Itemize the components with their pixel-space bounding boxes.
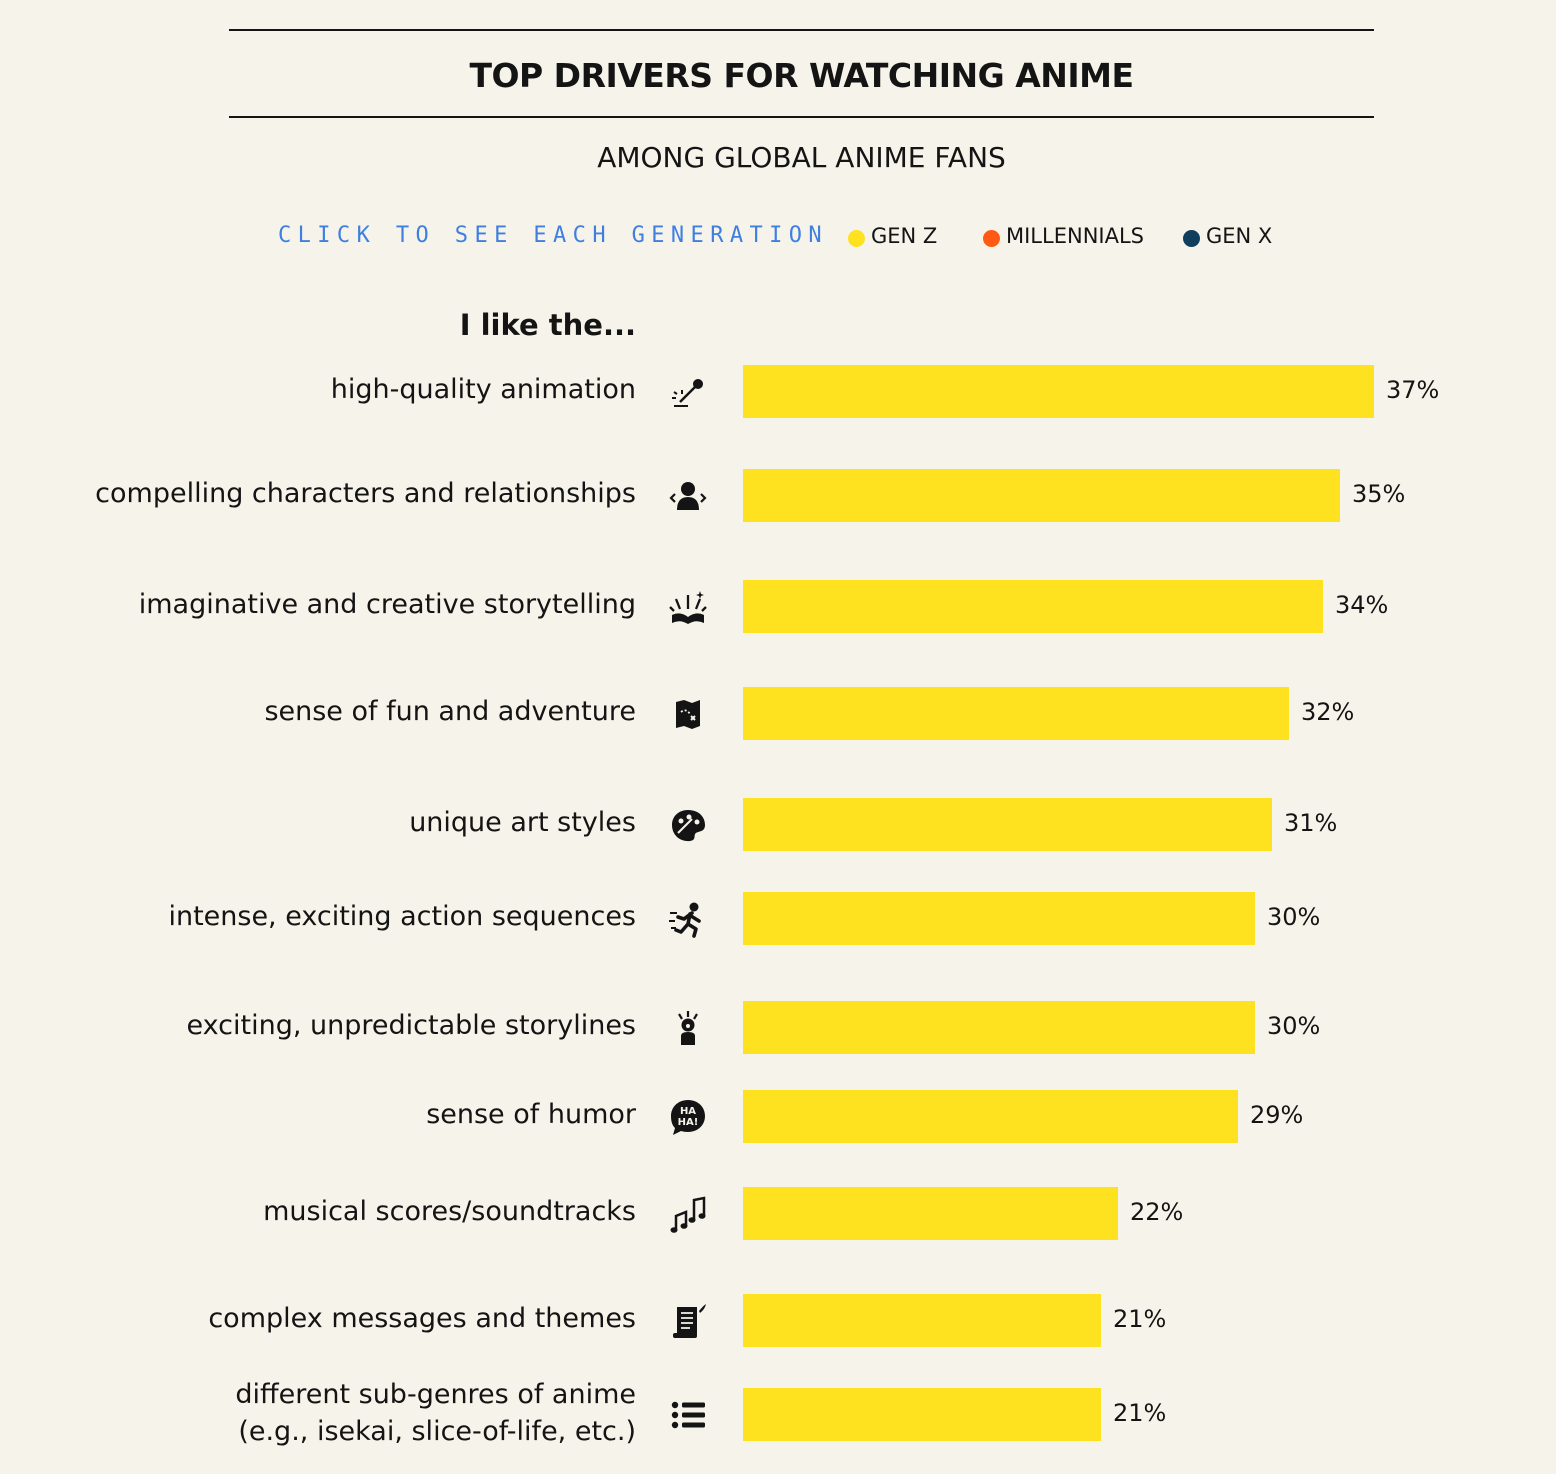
category-label: sense of fun and adventure xyxy=(264,696,636,727)
legend-instruction[interactable]: CLICK TO SEE EACH GENERATION xyxy=(278,223,829,248)
data-label: 21% xyxy=(1113,1398,1167,1427)
category-label: compelling characters and relationships xyxy=(95,478,636,509)
surprised-figure-icon xyxy=(668,1008,708,1048)
legend-dot-gen-x xyxy=(1183,229,1200,247)
bar[interactable] xyxy=(743,892,1255,945)
legend-item-gen-z[interactable]: GEN Z xyxy=(848,222,937,250)
category-label: different sub-genres of anime (e.g., isek… xyxy=(235,1378,636,1447)
svg-text:HA: HA xyxy=(680,1106,696,1117)
data-label: 34% xyxy=(1335,590,1389,619)
bar[interactable] xyxy=(743,365,1374,418)
category-label: unique art styles xyxy=(409,807,636,838)
category-label: complex messages and themes xyxy=(208,1303,636,1334)
open-book-sparkle-icon xyxy=(668,587,708,627)
category-label: intense, exciting action sequences xyxy=(168,901,636,932)
data-label: 35% xyxy=(1352,479,1406,508)
bar[interactable] xyxy=(743,1001,1255,1054)
category-label: sense of humor xyxy=(426,1099,636,1130)
bar[interactable] xyxy=(743,1294,1101,1347)
data-label: 30% xyxy=(1267,902,1321,931)
data-label: 31% xyxy=(1284,808,1338,837)
bar[interactable] xyxy=(743,469,1340,522)
bar[interactable] xyxy=(743,1187,1118,1240)
paint-palette-icon xyxy=(668,805,708,845)
title-rule-bottom xyxy=(229,116,1374,118)
legend-label-gen-z: GEN Z xyxy=(871,224,938,248)
running-figure-icon xyxy=(668,899,708,939)
legend-label-millennials: MILLENNIALS xyxy=(1006,224,1144,248)
bar[interactable] xyxy=(743,1388,1101,1441)
category-label: high-quality animation xyxy=(330,374,636,405)
category-label: exciting, unpredictable storylines xyxy=(186,1010,636,1041)
person-relationship-icon xyxy=(668,476,708,516)
category-label: musical scores/soundtracks xyxy=(263,1196,636,1227)
svg-text:HA!: HA! xyxy=(678,1117,699,1128)
legend-label-gen-x: GEN X xyxy=(1206,224,1273,248)
magic-wand-icon xyxy=(668,372,708,412)
data-label: 37% xyxy=(1386,375,1440,404)
data-label: 21% xyxy=(1113,1304,1167,1333)
bar[interactable] xyxy=(743,1090,1238,1143)
scroll-quill-icon xyxy=(668,1301,708,1341)
legend-dot-gen-z xyxy=(848,229,865,247)
bar[interactable] xyxy=(743,687,1289,740)
data-label: 22% xyxy=(1130,1197,1184,1226)
category-header: I like the... xyxy=(459,308,636,342)
legend-dot-millennials xyxy=(983,229,1000,247)
title-rule-top xyxy=(229,29,1374,31)
list-icon xyxy=(668,1395,708,1435)
category-label: imaginative and creative storytelling xyxy=(138,589,636,620)
data-label: 30% xyxy=(1267,1011,1321,1040)
chart-title: TOP DRIVERS FOR WATCHING ANIME xyxy=(469,56,1134,95)
music-notes-icon xyxy=(668,1194,708,1234)
data-label: 32% xyxy=(1301,697,1355,726)
haha-speech-bubble-icon: HA HA! xyxy=(668,1097,708,1137)
legend-item-millennials[interactable]: MILLENNIALS xyxy=(983,222,1144,250)
chart-subtitle: AMONG GLOBAL ANIME FANS xyxy=(597,141,1006,174)
data-label: 29% xyxy=(1250,1100,1304,1129)
legend-item-gen-x[interactable]: GEN X xyxy=(1183,222,1272,250)
bar[interactable] xyxy=(743,580,1323,633)
bar[interactable] xyxy=(743,798,1272,851)
treasure-map-icon xyxy=(668,694,708,734)
